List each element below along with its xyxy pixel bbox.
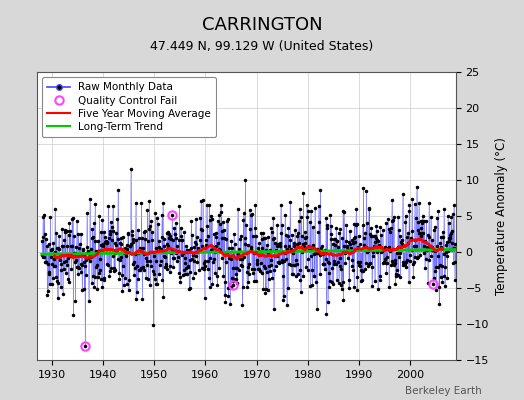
Legend: Raw Monthly Data, Quality Control Fail, Five Year Moving Average, Long-Term Tren: Raw Monthly Data, Quality Control Fail, … [42,77,216,137]
Text: Berkeley Earth: Berkeley Earth [406,386,482,396]
Y-axis label: Temperature Anomaly (°C): Temperature Anomaly (°C) [495,137,508,295]
Text: CARRINGTON: CARRINGTON [202,16,322,34]
Text: 47.449 N, 99.129 W (United States): 47.449 N, 99.129 W (United States) [150,40,374,53]
